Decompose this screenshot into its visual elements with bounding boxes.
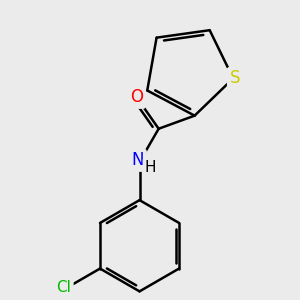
Text: Cl: Cl — [56, 280, 71, 295]
Text: O: O — [130, 88, 143, 106]
Text: N: N — [132, 152, 144, 169]
Text: H: H — [145, 160, 157, 175]
Text: S: S — [230, 69, 240, 87]
